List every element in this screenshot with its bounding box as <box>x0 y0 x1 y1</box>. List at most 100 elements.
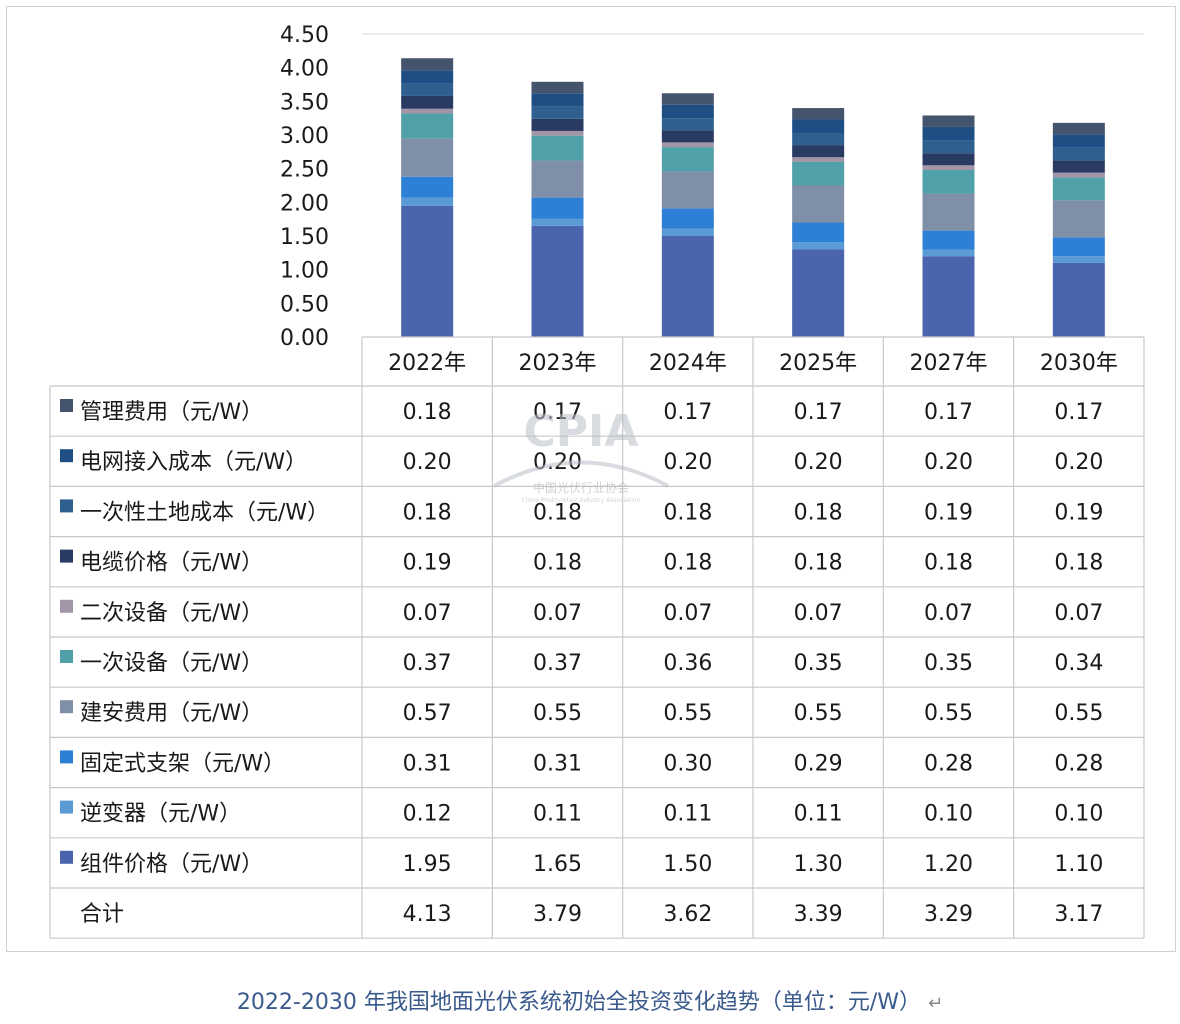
y-tick-label: 0.50 <box>280 292 329 317</box>
bar-segment <box>922 256 975 337</box>
table-cell-value: 0.55 <box>533 701 582 726</box>
x-category-label: 2022年 <box>388 351 466 376</box>
bar-segment <box>792 222 845 243</box>
bar-segment <box>1052 172 1105 178</box>
table-cell-value: 1.30 <box>794 852 843 877</box>
legend-swatch <box>60 549 73 563</box>
cpia-watermark-logo: CPIA 中国光伏行业协会 China Photovoltaic Industr… <box>493 406 669 504</box>
bar-segment <box>401 138 454 177</box>
table-cell-value: 0.18 <box>403 500 452 525</box>
bar-segment <box>531 81 584 94</box>
table-cell-value: 3.29 <box>924 902 973 927</box>
x-category-label: 2024年 <box>649 351 727 376</box>
legend-swatch <box>60 449 73 463</box>
table-cell-value: 0.07 <box>663 601 712 626</box>
bar-segment <box>401 108 454 114</box>
table-cell-value: 1.50 <box>663 852 712 877</box>
y-tick-label: 1.00 <box>280 259 329 284</box>
table-cell-value: 0.35 <box>794 651 843 676</box>
table-cell-value: 0.31 <box>533 751 582 776</box>
table-cell-value: 0.18 <box>663 551 712 576</box>
table-cell-value: 0.19 <box>403 551 452 576</box>
y-tick-label: 2.00 <box>280 191 329 216</box>
x-category-label: 2027年 <box>910 351 988 376</box>
paragraph-mark: ↵ <box>927 993 944 1014</box>
bar-segment <box>1052 262 1105 337</box>
table-cell-value: 0.10 <box>1054 802 1103 827</box>
figure-caption: 2022-2030 年我国地面光伏系统初始全投资变化趋势（单位：元/W） ↵ <box>0 984 1180 1016</box>
table-cell-value: 0.34 <box>1054 651 1103 676</box>
bar-segment <box>1052 122 1105 135</box>
table-cell-value: 0.35 <box>924 651 973 676</box>
table-cell-value: 0.37 <box>533 651 582 676</box>
table-cell-value: 0.12 <box>403 802 452 827</box>
watermark-arc <box>493 460 669 488</box>
bar-segment <box>922 193 975 231</box>
table-cell-value: 0.55 <box>1054 701 1103 726</box>
bar-segment <box>531 218 584 226</box>
bar-segment <box>531 106 584 119</box>
bar-segment <box>922 170 975 194</box>
table-cell-value: 0.20 <box>794 450 843 475</box>
bar-segment <box>1052 160 1105 173</box>
bar-segment <box>792 108 845 120</box>
table-cell-value: 0.17 <box>794 400 843 425</box>
table-cell-value: 0.19 <box>1054 500 1103 525</box>
table-cell-value: 3.79 <box>533 902 582 927</box>
table-cell-value: 0.11 <box>663 802 712 827</box>
table-cell-value: 3.17 <box>1054 902 1103 927</box>
table-cell-value: 0.18 <box>663 500 712 525</box>
table-cell-value: 0.20 <box>403 450 452 475</box>
table-cell-value: 0.07 <box>1054 601 1103 626</box>
bar-segment <box>1052 177 1105 201</box>
y-tick-label: 1.50 <box>280 225 329 250</box>
table-cell-value: 1.10 <box>1054 852 1103 877</box>
watermark-sub-text: 中国光伏行业协会 <box>533 480 629 495</box>
table-row-label: 组件价格（元/W） <box>80 852 263 877</box>
table-row-label: 电网接入成本（元/W） <box>80 450 307 475</box>
table-cell-value: 0.28 <box>924 751 973 776</box>
table-cell-value: 0.20 <box>924 450 973 475</box>
table-cell-value: 0.07 <box>403 601 452 626</box>
table-cell-value: 0.37 <box>403 651 452 676</box>
bar-segment <box>1052 147 1105 161</box>
table-cell-value: 0.55 <box>663 701 712 726</box>
y-tick-label: 3.50 <box>280 90 329 115</box>
bar-segment <box>1052 256 1105 263</box>
table-row-label: 一次性土地成本（元/W） <box>80 500 329 525</box>
legend-swatch <box>60 800 73 814</box>
table-cell-value: 3.39 <box>794 902 843 927</box>
legend-swatch <box>60 650 73 663</box>
bar-segment <box>661 171 714 209</box>
bar-segment <box>792 185 845 223</box>
bar-segment <box>922 165 975 171</box>
table-cell-value: 3.62 <box>663 902 712 927</box>
table-cell-value: 0.55 <box>794 701 843 726</box>
table-cell-value: 0.11 <box>794 802 843 827</box>
bar-segment <box>401 205 454 337</box>
table-row-label: 电缆价格（元/W） <box>80 551 263 576</box>
bar-segment <box>531 225 584 337</box>
table-cell-value: 0.18 <box>794 551 843 576</box>
table-cell-value: 1.95 <box>403 852 452 877</box>
bar-segment <box>531 135 584 161</box>
bar-segment <box>792 161 845 186</box>
bar-segment <box>792 132 845 146</box>
table-cell-value: 0.11 <box>533 802 582 827</box>
bar-segment <box>922 249 975 257</box>
x-category-label: 2023年 <box>519 351 597 376</box>
table-cell-value: 1.65 <box>533 852 582 877</box>
table-cell-value: 1.20 <box>924 852 973 877</box>
table-row-label: 建安费用（元/W） <box>80 701 263 726</box>
table-row-label: 逆变器（元/W） <box>80 802 241 827</box>
bar-segment <box>661 147 714 172</box>
bar-segment <box>792 145 845 158</box>
table-cell-value: 0.18 <box>403 400 452 425</box>
legend-swatch <box>60 700 73 714</box>
bar-segment <box>1052 237 1105 257</box>
table-cell-value: 0.17 <box>663 400 712 425</box>
caption-text: 2022-2030 年我国地面光伏系统初始全投资变化趋势（单位：元/W） <box>236 990 921 1015</box>
bar-segment <box>792 119 845 133</box>
bar-segment <box>531 160 584 198</box>
y-tick-label: 0.00 <box>280 326 329 351</box>
